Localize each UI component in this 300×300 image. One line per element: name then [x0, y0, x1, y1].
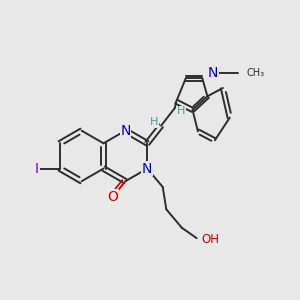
Text: O: O: [107, 190, 118, 204]
Text: N: N: [120, 124, 130, 138]
Text: I: I: [35, 162, 39, 176]
Text: OH: OH: [201, 233, 219, 246]
Text: H: H: [150, 117, 159, 127]
Text: H: H: [177, 106, 185, 116]
Text: N: N: [142, 162, 152, 176]
Text: CH₃: CH₃: [246, 68, 265, 78]
Text: N: N: [208, 66, 218, 80]
